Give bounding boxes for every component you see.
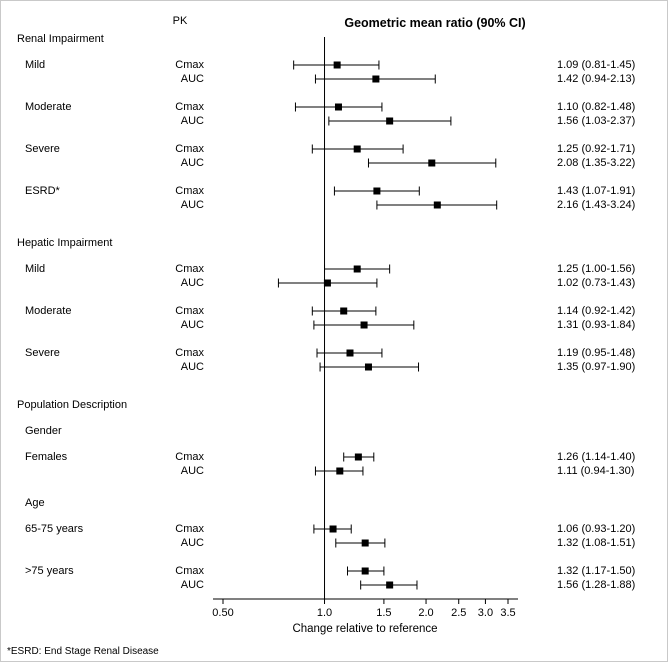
pk-label: Cmax (175, 101, 204, 113)
point-marker (372, 75, 380, 83)
value-label: 2.16 (1.43-3.24) (557, 199, 636, 211)
x-tick-label: 3.5 (500, 607, 516, 619)
footnote: *ESRD: End Stage Renal Disease (7, 646, 159, 657)
x-tick-label: 3.0 (477, 607, 494, 619)
group-label: Moderate (25, 101, 72, 113)
value-label: 1.26 (1.14-1.40) (557, 451, 636, 463)
point-marker (353, 145, 361, 153)
pk-label: AUC (180, 277, 204, 289)
section-label: Renal Impairment (17, 33, 104, 45)
value-label: 1.25 (0.92-1.71) (557, 143, 636, 155)
x-tick-label: 2.0 (418, 607, 434, 619)
point-marker (361, 539, 369, 547)
x-tick-label: 0.50 (212, 607, 234, 619)
point-marker (353, 265, 361, 273)
group-label: ESRD* (25, 185, 60, 197)
value-label: 1.31 (0.93-1.84) (557, 319, 636, 331)
x-axis-label: Change relative to reference (292, 623, 438, 635)
point-marker (386, 117, 394, 125)
value-label: 1.02 (0.73-1.43) (557, 277, 636, 289)
pk-label: Cmax (175, 451, 204, 463)
point-marker (433, 201, 441, 209)
group-label: Severe (25, 143, 60, 155)
pk-label: Cmax (175, 143, 204, 155)
pk-label: AUC (180, 115, 204, 127)
pk-label: AUC (180, 361, 204, 373)
point-marker (360, 321, 368, 329)
point-marker (340, 307, 348, 315)
value-label: 1.14 (0.92-1.42) (557, 305, 636, 317)
group-label: >75 years (25, 565, 74, 577)
value-label: 1.32 (1.17-1.50) (557, 565, 636, 577)
point-marker (428, 159, 436, 167)
point-marker (361, 567, 369, 575)
value-label: 1.06 (0.93-1.20) (557, 523, 636, 535)
value-label: 1.10 (0.82-1.48) (557, 101, 636, 113)
pk-label: Cmax (175, 305, 204, 317)
pk-label: AUC (180, 319, 204, 331)
pk-label: AUC (180, 537, 204, 549)
pk-label: Cmax (175, 59, 204, 71)
pk-label: Cmax (175, 347, 204, 359)
section-label: Population Description (17, 399, 128, 411)
subsection-label: Gender (25, 425, 62, 437)
value-label: 1.56 (1.03-2.37) (557, 115, 636, 127)
chart-title: Geometric mean ratio (90% CI) (344, 16, 526, 30)
group-label: 65-75 years (25, 523, 84, 535)
point-marker (373, 187, 381, 195)
value-label: 1.43 (1.07-1.91) (557, 185, 636, 197)
group-label: Females (25, 451, 68, 463)
value-label: 1.11 (0.94-1.30) (557, 465, 635, 477)
value-label: 1.35 (0.97-1.90) (557, 361, 636, 373)
point-marker (333, 61, 341, 69)
point-marker (346, 349, 354, 357)
pk-label: Cmax (175, 185, 204, 197)
point-marker (334, 103, 342, 111)
group-label: Severe (25, 347, 60, 359)
point-marker (354, 453, 362, 461)
group-label: Mild (25, 59, 46, 71)
x-tick-label: 1.0 (316, 607, 333, 619)
x-tick-label: 2.5 (451, 607, 467, 619)
pk-label: AUC (180, 157, 204, 169)
point-marker (386, 581, 394, 589)
pk-label: AUC (180, 199, 204, 211)
point-marker (329, 525, 337, 533)
pk-label: AUC (180, 73, 204, 85)
point-marker (336, 467, 344, 475)
pk-label: Cmax (175, 523, 204, 535)
pk-label: AUC (180, 579, 204, 591)
pk-label: Cmax (175, 565, 204, 577)
group-label: Mild (25, 263, 46, 275)
value-label: 1.56 (1.28-1.88) (557, 579, 636, 591)
section-label: Hepatic Impairment (17, 237, 113, 249)
point-marker (323, 279, 331, 287)
value-label: 1.09 (0.81-1.45) (557, 59, 636, 71)
pk-label: AUC (180, 465, 204, 477)
pk-label: Cmax (175, 263, 204, 275)
group-label: Moderate (25, 305, 72, 317)
x-tick-label: 1.5 (376, 607, 392, 619)
value-label: 1.19 (0.95-1.48) (557, 347, 636, 359)
point-marker (364, 363, 372, 371)
value-label: 1.42 (0.94-2.13) (557, 73, 636, 85)
value-label: 1.25 (1.00-1.56) (557, 263, 636, 275)
value-label: 1.32 (1.08-1.51) (557, 537, 636, 549)
pk-column-header: PK (172, 15, 188, 27)
subsection-label: Age (25, 497, 45, 509)
value-label: 2.08 (1.35-3.22) (557, 157, 636, 169)
